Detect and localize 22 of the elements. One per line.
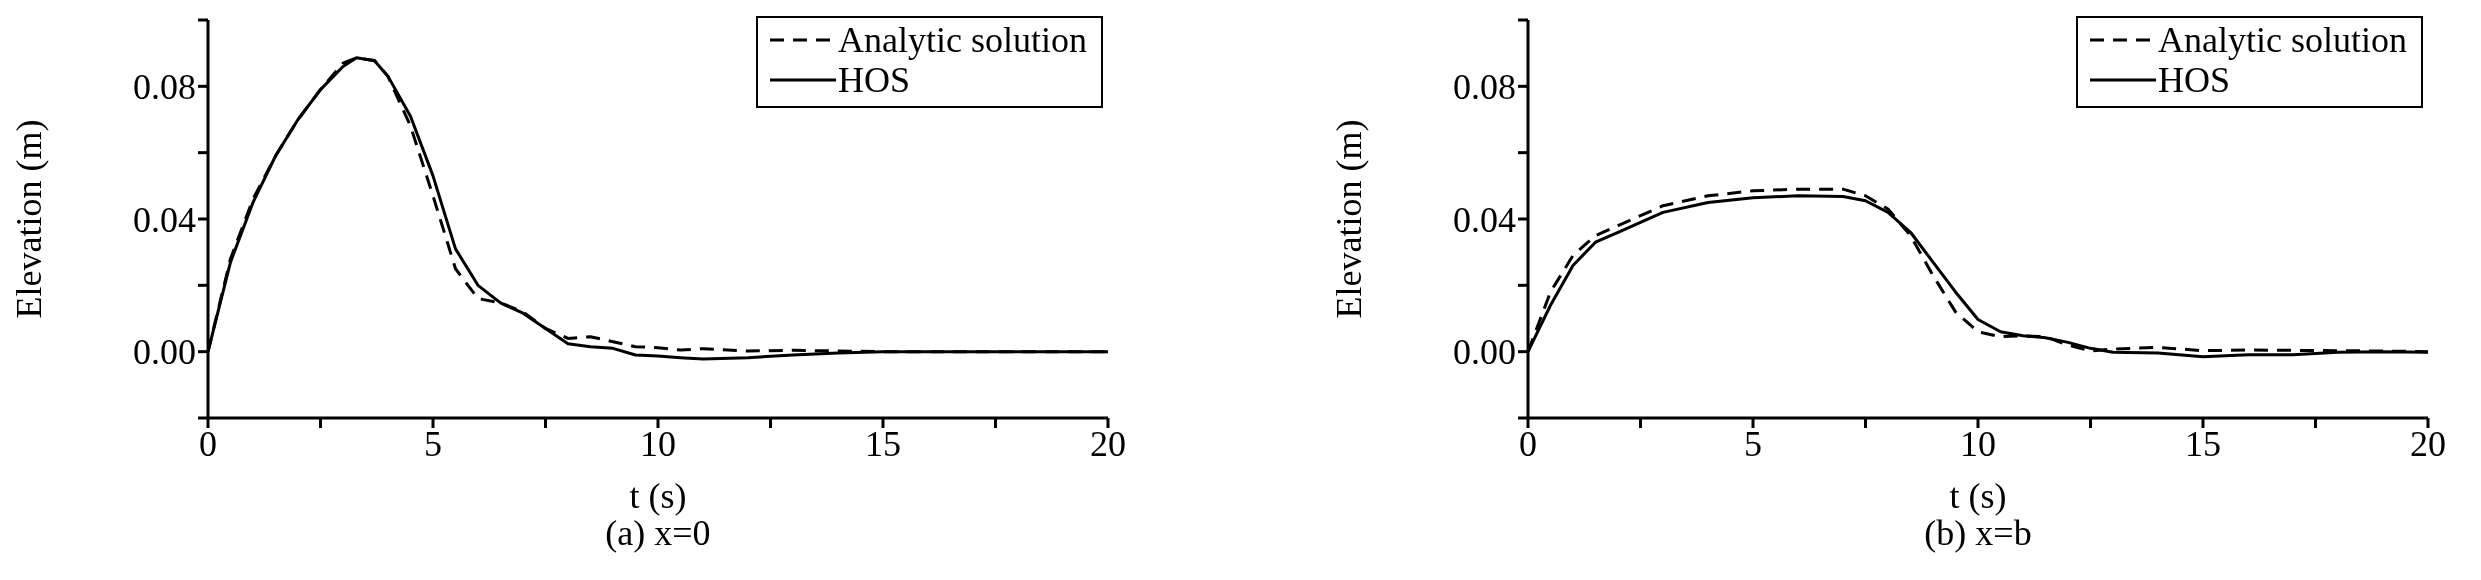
y-tick-label: 0.08 [1453,67,1516,108]
y-tick-label: 0.04 [133,199,196,240]
y-tick-label: 0.04 [1453,199,1516,240]
legend-label: Analytic solution [2158,20,2407,60]
y-tick-label: 0.00 [1453,332,1516,373]
y-axis-title: Elevation (m) [8,119,49,319]
x-tick-label: 5 [424,423,442,464]
x-tick-label: 0 [1519,423,1537,464]
legend-label: Analytic solution [838,20,1087,60]
x-tick-label: 10 [640,423,676,464]
x-tick-label: 20 [2410,423,2446,464]
x-tick-label: 5 [1744,423,1762,464]
y-axis-title: Elevation (m) [1328,119,1369,319]
y-tick-label: 0.08 [133,67,196,108]
x-tick-label: 15 [865,423,901,464]
legend-label: HOS [2158,60,2231,100]
legend-label: HOS [838,60,911,100]
x-tick-label: 0 [199,423,217,464]
x-tick-label: 20 [1090,423,1126,464]
y-tick-label: 0.00 [133,332,196,373]
x-tick-label: 10 [1960,423,1996,464]
x-tick-label: 15 [2185,423,2221,464]
